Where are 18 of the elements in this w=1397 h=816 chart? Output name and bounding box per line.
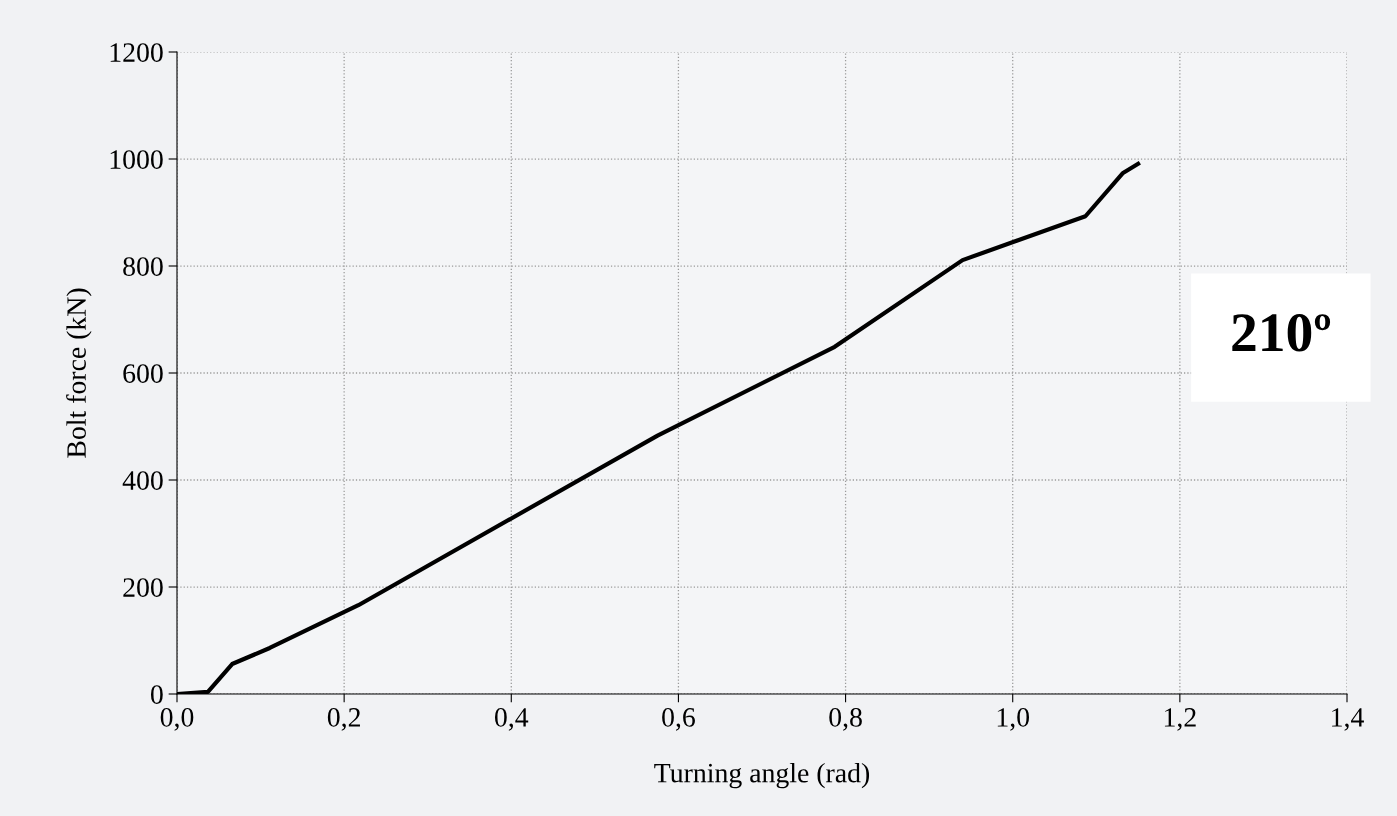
x-tick-label: 0,6 xyxy=(662,708,695,731)
y-tick-label: 600 xyxy=(123,364,163,383)
x-tick-label: 0,2 xyxy=(327,708,360,731)
y-tick-label: 1200 xyxy=(110,43,163,62)
y-tick-label: 400 xyxy=(122,471,163,490)
annotation: 210º xyxy=(1232,314,1331,352)
x-tick-label: 1,2 xyxy=(1164,708,1196,731)
x-tick-label: 1,0 xyxy=(997,708,1030,731)
y-tick-label: 1000 xyxy=(110,150,163,169)
y-axis-title: Bolt force (kN) xyxy=(66,288,92,458)
x-tick-label: 1,4 xyxy=(1332,708,1364,731)
x-tick-label: 0,4 xyxy=(494,708,529,731)
y-tick-label: 800 xyxy=(123,257,163,276)
y-tick-label: 200 xyxy=(123,578,163,597)
x-tick-label: 0,0 xyxy=(160,708,194,731)
x-tick-label: 0,8 xyxy=(829,708,862,731)
x-axis-title: Turning angle (rad) xyxy=(654,762,870,789)
y-tick-label: 0 xyxy=(150,685,163,704)
